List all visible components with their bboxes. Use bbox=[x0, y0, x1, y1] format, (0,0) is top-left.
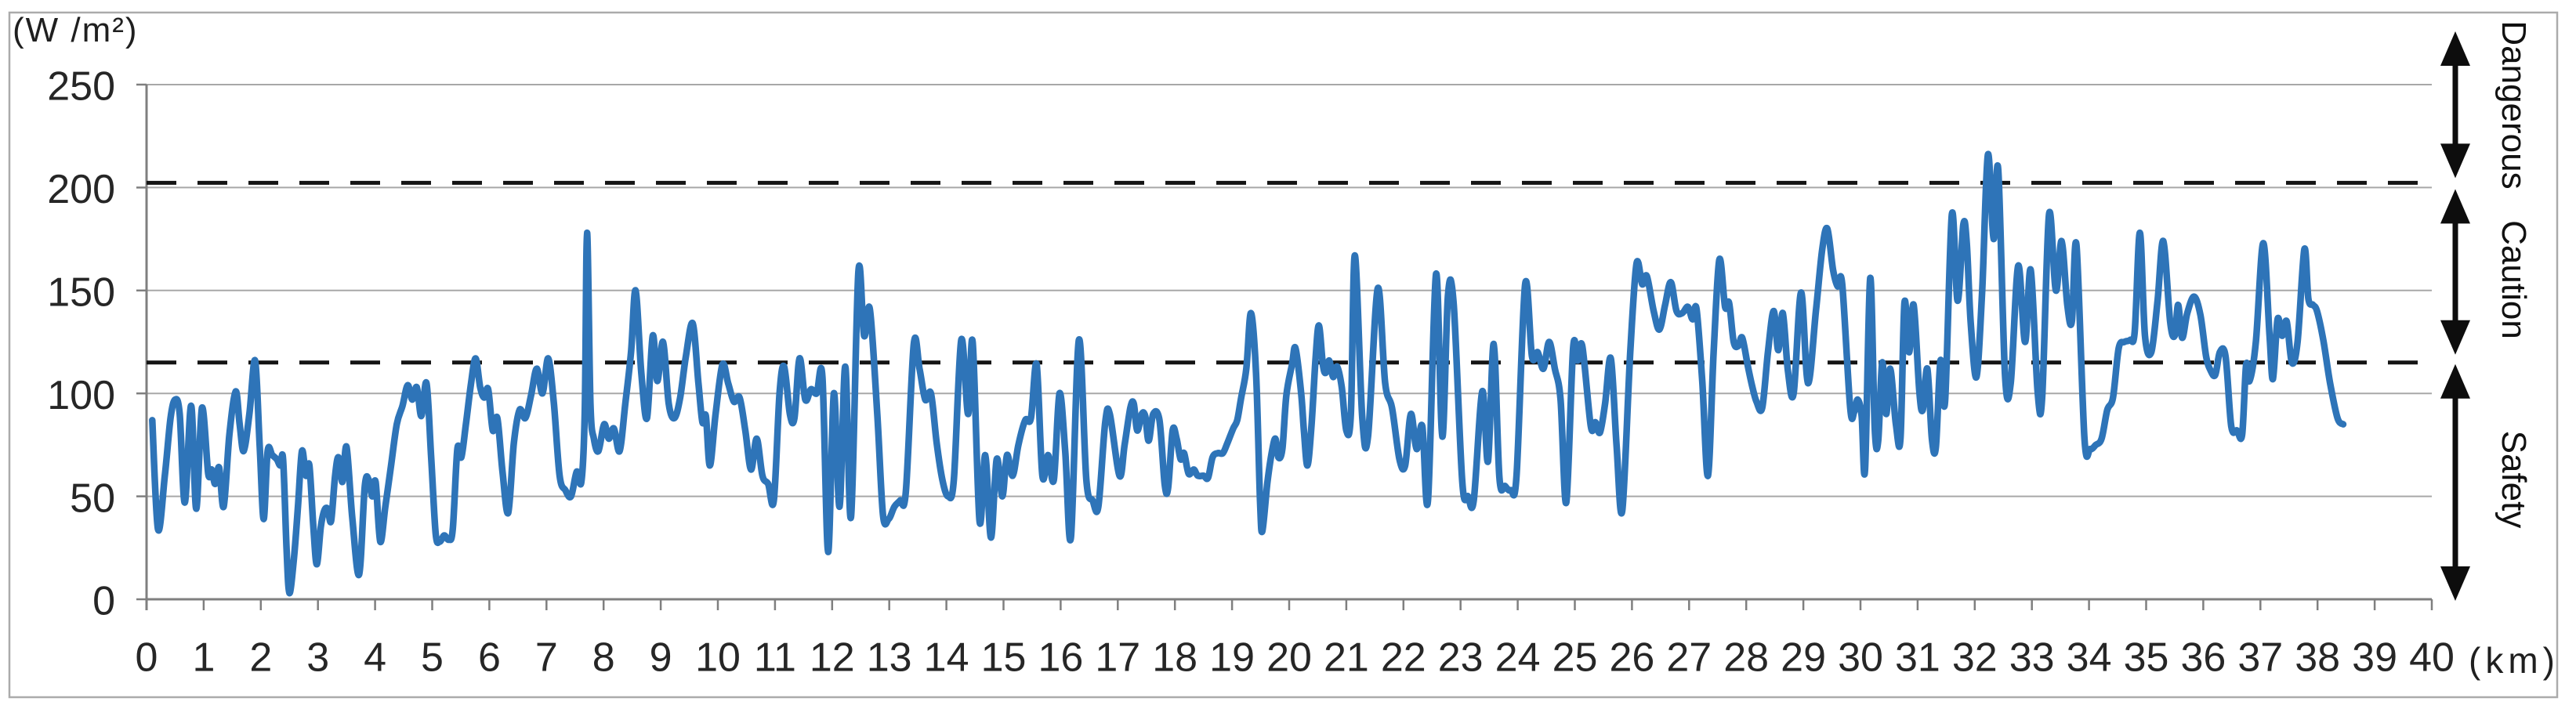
x-tick-label: 20 bbox=[1266, 635, 1312, 681]
x-tick-label: 5 bbox=[421, 635, 444, 681]
data-series-line bbox=[149, 150, 2347, 597]
x-axis-unit-label: (km) bbox=[2469, 640, 2560, 681]
x-tick-label: 24 bbox=[1495, 635, 1541, 681]
gridlines bbox=[147, 84, 2432, 497]
x-tick-label: 0 bbox=[136, 635, 158, 681]
x-tick-label: 37 bbox=[2237, 635, 2283, 681]
x-tick-label: 30 bbox=[1838, 635, 1883, 681]
x-tick-label: 35 bbox=[2124, 635, 2169, 681]
x-tick-label: 22 bbox=[1381, 635, 1426, 681]
x-tick-label: 6 bbox=[478, 635, 501, 681]
safety-range-arrow bbox=[2440, 363, 2470, 601]
dangerous-band-label: Dangerous bbox=[2396, 20, 2576, 189]
x-tick-label: 36 bbox=[2180, 635, 2226, 681]
x-tick-label: 12 bbox=[810, 635, 855, 681]
dangerous-range-arrow bbox=[2440, 31, 2470, 179]
x-tick-label: 3 bbox=[306, 635, 329, 681]
x-tick-label: 16 bbox=[1038, 635, 1083, 681]
x-tick-label: 8 bbox=[592, 635, 615, 681]
x-tick-label: 28 bbox=[1723, 635, 1769, 681]
x-tick-label: 17 bbox=[1095, 635, 1140, 681]
x-tick-label: 4 bbox=[364, 635, 386, 681]
y-axis-unit-label: (W /m²) bbox=[13, 11, 139, 49]
x-tick-label: 29 bbox=[1781, 635, 1826, 681]
y-tick-label: 50 bbox=[70, 476, 115, 521]
x-tick-label: 23 bbox=[1438, 635, 1484, 681]
x-tick-label: 19 bbox=[1209, 635, 1255, 681]
x-tick-label: 39 bbox=[2352, 635, 2397, 681]
y-tick-label: 250 bbox=[47, 64, 115, 110]
x-tick-label: 34 bbox=[2067, 635, 2112, 681]
x-tick-label: 2 bbox=[249, 635, 272, 681]
y-tick-label: 100 bbox=[47, 373, 115, 418]
x-tick-label: 18 bbox=[1152, 635, 1197, 681]
x-tick-label: 40 bbox=[2409, 635, 2455, 681]
x-tick-label: 31 bbox=[1895, 635, 1940, 681]
x-tick-label: 21 bbox=[1324, 635, 1369, 681]
y-tick-label: 200 bbox=[47, 167, 115, 212]
x-tick-label: 33 bbox=[2009, 635, 2055, 681]
x-tick-label: 38 bbox=[2295, 635, 2340, 681]
safety-band-label-text: Safety bbox=[2494, 430, 2533, 529]
x-tick-label: 11 bbox=[754, 635, 796, 681]
x-tick-label: 10 bbox=[695, 635, 741, 681]
x-tick-label: 15 bbox=[981, 635, 1027, 681]
x-tick-label: 25 bbox=[1552, 635, 1598, 681]
caution-range-arrow bbox=[2440, 189, 2470, 355]
axes bbox=[136, 83, 2433, 610]
y-tick-label: 0 bbox=[92, 579, 115, 624]
caution-band-label: Caution bbox=[2396, 220, 2576, 339]
chart-border bbox=[8, 11, 2559, 699]
x-tick-label: 9 bbox=[650, 635, 672, 681]
x-tick-label: 14 bbox=[924, 635, 969, 681]
x-tick-label: 13 bbox=[867, 635, 912, 681]
y-tick-label: 150 bbox=[47, 270, 115, 316]
x-tick-label: 26 bbox=[1609, 635, 1654, 681]
x-tick-label: 7 bbox=[535, 635, 558, 681]
x-tick-label: 32 bbox=[1952, 635, 1998, 681]
safety-band-label: Safety bbox=[2396, 431, 2576, 529]
x-tick-label: 27 bbox=[1666, 635, 1712, 681]
x-tick-label: 1 bbox=[192, 635, 215, 681]
